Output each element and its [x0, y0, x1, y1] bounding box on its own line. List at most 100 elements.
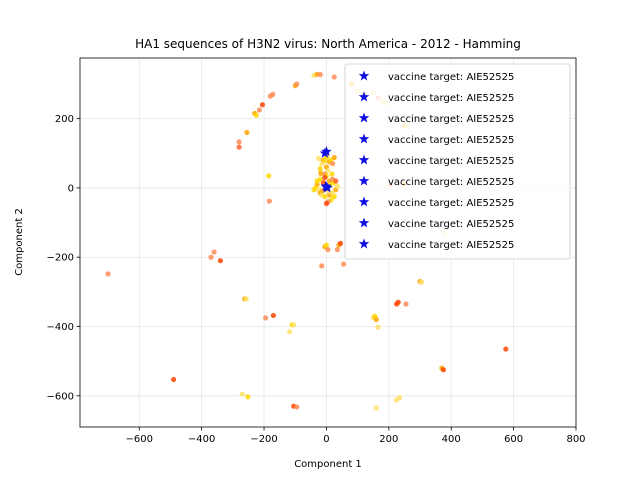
vaccine-star	[319, 147, 331, 158]
chart-title: HA1 sequences of H3N2 virus: North Ameri…	[135, 37, 521, 51]
data-point	[325, 168, 331, 174]
x-axis-ticks: −600 −400 −200 0 200 400 600 800	[126, 427, 586, 445]
y-axis-label: Component 2	[14, 208, 25, 276]
data-point	[211, 249, 217, 255]
data-point	[340, 261, 347, 267]
data-point	[317, 166, 323, 172]
data-point	[266, 173, 272, 179]
data-point	[373, 316, 379, 323]
data-point	[243, 296, 249, 302]
data-point	[316, 155, 322, 162]
legend-label: vaccine target: AIE52525	[388, 219, 514, 230]
x-tick-label: 400	[442, 434, 461, 445]
data-point	[270, 312, 277, 319]
data-point	[397, 394, 403, 401]
vaccine-star	[321, 181, 332, 192]
data-point	[317, 72, 323, 78]
data-point	[503, 346, 509, 352]
data-point	[239, 391, 245, 397]
data-point	[259, 102, 266, 108]
legend-label: vaccine target: AIE52525	[388, 135, 514, 146]
data-point	[329, 171, 335, 177]
data-point	[314, 178, 320, 184]
legend-label: vaccine target: AIE52525	[388, 93, 514, 104]
data-point	[319, 161, 325, 167]
data-point	[322, 193, 328, 200]
y-tick-label: −600	[47, 391, 74, 402]
vaccine-star	[321, 146, 332, 156]
legend-label: vaccine target: AIE52525	[388, 240, 514, 251]
data-point	[311, 187, 317, 193]
data-point	[294, 81, 300, 87]
legend-label: vaccine target: AIE52525	[388, 114, 514, 125]
data-point	[373, 405, 379, 411]
x-tick-label: 600	[504, 434, 523, 445]
y-tick-label: −400	[47, 322, 74, 333]
data-point	[440, 367, 447, 373]
y-tick-label: −200	[47, 253, 74, 264]
data-point	[333, 178, 339, 184]
legend-label: vaccine target: AIE52525	[388, 156, 514, 167]
data-point	[244, 129, 250, 136]
plot-frame	[79, 57, 577, 428]
data-point	[323, 242, 330, 248]
x-tick-label: −600	[126, 434, 153, 445]
data-point	[395, 299, 401, 305]
data-point	[330, 161, 336, 167]
x-tick-label: −200	[250, 434, 277, 445]
data-point	[418, 279, 425, 285]
x-tick-label: 0	[323, 434, 329, 445]
legend-label: vaccine target: AIE52525	[388, 177, 514, 188]
data-point	[322, 174, 328, 181]
data-point	[334, 183, 340, 189]
x-tick-label: 800	[566, 434, 585, 445]
data-point	[291, 322, 297, 328]
data-point	[236, 139, 242, 145]
data-point	[236, 144, 242, 150]
legend-marker	[358, 238, 370, 249]
data-point	[208, 254, 214, 260]
legend-marker	[358, 154, 370, 165]
x-tick-label: 200	[379, 434, 398, 445]
data-point	[217, 258, 223, 264]
data-point	[325, 247, 331, 253]
data-point	[334, 247, 340, 253]
y-tick-label: 0	[68, 183, 74, 194]
data-point	[375, 324, 381, 330]
legend: vaccine target: AIE52525 vaccine target: …	[344, 63, 571, 260]
data-point	[331, 154, 337, 161]
data-point	[266, 198, 272, 204]
x-axis-label: Component 1	[294, 459, 362, 470]
data-point	[337, 240, 344, 246]
data-point	[294, 404, 300, 410]
data-point	[331, 193, 337, 200]
legend-marker	[358, 133, 370, 144]
legend-marker	[358, 112, 370, 123]
data-point	[256, 107, 262, 113]
legend-box	[344, 63, 571, 260]
data-point	[318, 170, 324, 176]
legend-marker	[358, 196, 370, 207]
data-point	[270, 91, 276, 97]
legend-marker	[358, 175, 370, 186]
data-point	[263, 315, 269, 321]
legend-marker	[358, 91, 370, 102]
data-point	[403, 301, 409, 307]
legend-marker	[358, 70, 370, 81]
data-point	[287, 329, 293, 335]
y-axis-ticks: −600 −400 −200 0 200	[47, 114, 80, 402]
x-tick-label: −400	[188, 434, 215, 445]
data-point	[253, 112, 259, 118]
vaccine-points	[319, 146, 333, 193]
data-point	[319, 263, 325, 269]
data-point	[331, 74, 337, 80]
y-tick-label: 200	[55, 114, 74, 125]
data-point	[170, 376, 177, 383]
legend-label: vaccine target: AIE52525	[388, 198, 514, 209]
data-point	[245, 394, 251, 400]
data-point	[105, 271, 111, 277]
legend-marker	[358, 217, 370, 228]
legend-label: vaccine target: AIE52525	[388, 72, 514, 83]
data-point	[323, 200, 330, 207]
